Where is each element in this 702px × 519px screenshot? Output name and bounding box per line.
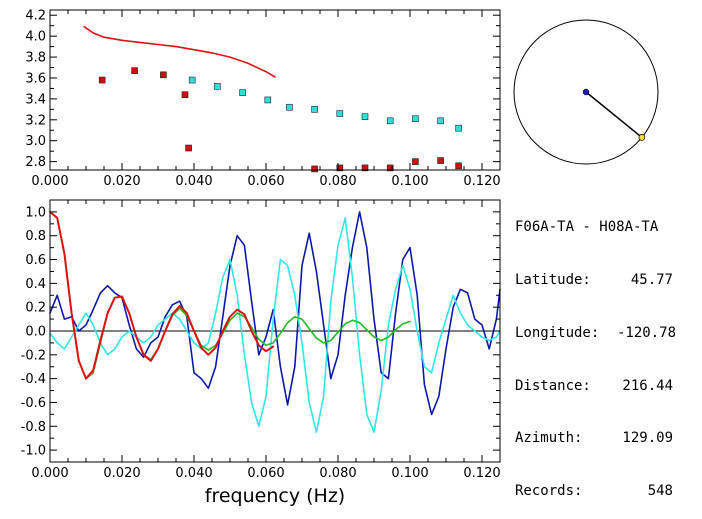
info-row-distance: Distance: 216.44 <box>515 378 673 396</box>
y-tick-label: 3.0 <box>25 134 46 149</box>
station-info-panel: F06A-TA - H08A-TA Latitude: 45.77 Longitu… <box>515 184 677 518</box>
y-tick-label: 0.4 <box>25 277 46 292</box>
y-tick-label: -1.0 <box>21 444 46 459</box>
y-tick-label: 3.8 <box>25 51 46 66</box>
y-tick-label: 3.4 <box>25 92 46 107</box>
top-series-layer <box>83 25 462 173</box>
series-line <box>49 211 501 416</box>
x-tick-label: 0.080 <box>319 466 356 481</box>
data-point <box>185 144 192 152</box>
data-point <box>311 165 318 173</box>
x-tick-label: 0.000 <box>31 466 68 481</box>
info-key: Records: <box>515 483 583 500</box>
data-point <box>131 67 138 74</box>
y-tick-label: -0.4 <box>21 372 46 387</box>
info-value: 45.77 <box>630 271 673 288</box>
origin-station-marker <box>582 88 590 96</box>
x-tick-label: 0.100 <box>391 466 428 481</box>
x-tick-label: 0.120 <box>463 174 500 189</box>
x-axis-label: frequency (Hz) <box>205 485 345 507</box>
y-tick-label: 4.0 <box>25 30 46 45</box>
x-tick-label: 0.080 <box>319 174 356 189</box>
data-point <box>361 164 369 172</box>
y-tick-label: 0.2 <box>25 301 46 316</box>
info-key: Latitude: <box>515 271 591 288</box>
y-tick-label: 0.6 <box>25 253 46 268</box>
series-line <box>49 210 275 380</box>
y-tick-label: 4.2 <box>25 9 46 24</box>
data-point <box>188 76 196 84</box>
target-station-marker <box>638 134 646 141</box>
data-point <box>311 106 318 113</box>
azimuth-line <box>585 91 643 138</box>
series-line <box>49 211 411 380</box>
data-point <box>336 110 344 117</box>
data-point <box>412 115 419 123</box>
x-tick-label: 0.060 <box>247 466 284 481</box>
info-value: 129.09 <box>622 430 673 447</box>
data-point <box>336 164 344 172</box>
x-tick-label: 0.040 <box>175 466 212 481</box>
info-row-latitude: Latitude: 45.77 <box>515 272 673 290</box>
info-row-longitude: Longitude: -120.78 <box>515 324 677 343</box>
x-tick-label: 0.000 <box>31 174 68 189</box>
phase-velocity-chart: 0.000 0.020 0.040 0.060 0.080 0.100 0.120 2.8 3.… <box>25 9 500 189</box>
x-tick-label: 0.100 <box>391 174 428 189</box>
y-tick-label: 3.6 <box>25 71 46 86</box>
azimuth-compass <box>513 19 659 165</box>
y-tick-label: 3.2 <box>25 113 46 128</box>
correlation-chart: 0.000 0.020 0.040 0.060 0.080 0.100 0.120 1.0 0.… <box>21 199 501 507</box>
data-point <box>181 91 189 99</box>
y-tick-label: -0.8 <box>21 420 46 435</box>
series-line <box>83 25 276 78</box>
y-tick-label: -0.6 <box>21 396 46 411</box>
data-point <box>455 124 462 132</box>
x-tick-label: 0.040 <box>175 174 212 189</box>
x-tick-label: 0.120 <box>463 466 500 481</box>
x-tick-label: 0.020 <box>103 174 140 189</box>
y-tick-label: 2.8 <box>25 155 46 170</box>
info-key: Azimuth: <box>515 430 583 447</box>
series-line <box>49 217 501 434</box>
data-point <box>386 117 394 125</box>
data-point <box>437 157 444 164</box>
info-row-azimuth: Azimuth: 129.09 <box>515 430 673 448</box>
azimuth-circle <box>513 19 659 165</box>
data-point <box>239 89 246 96</box>
y-tick-label: 1.0 <box>25 205 46 220</box>
y-tick-label: -0.2 <box>21 348 46 363</box>
y-tick-label: 0.8 <box>25 229 46 244</box>
data-point <box>98 76 106 84</box>
data-point <box>437 117 444 125</box>
data-point <box>286 103 293 111</box>
data-point <box>214 83 221 90</box>
data-point <box>455 162 462 170</box>
info-value: 548 <box>647 483 673 500</box>
info-row-records: Records: 548 <box>515 483 673 501</box>
top-axes: 0.000 0.020 0.040 0.060 0.080 0.100 0.120 2.8 3.… <box>25 9 500 189</box>
data-point <box>386 164 394 172</box>
info-value: 216.44 <box>622 377 673 394</box>
data-point <box>361 113 369 120</box>
top-plot-frame <box>49 9 501 171</box>
info-key: Distance: <box>515 377 591 394</box>
info-key: Longitude: <box>515 324 600 341</box>
data-point <box>412 158 419 165</box>
x-tick-label: 0.060 <box>247 174 284 189</box>
data-point <box>264 96 272 104</box>
bottom-axes: 0.000 0.020 0.040 0.060 0.080 0.100 0.120 1.0 0.… <box>21 200 501 481</box>
x-tick-label: 0.020 <box>103 466 140 481</box>
info-value: -120.78 <box>617 324 677 341</box>
bottom-series-layer <box>49 210 501 434</box>
station-pair-title: F06A-TA - H08A-TA <box>515 219 659 236</box>
y-tick-label: 0.0 <box>25 325 46 340</box>
data-point <box>160 71 167 79</box>
